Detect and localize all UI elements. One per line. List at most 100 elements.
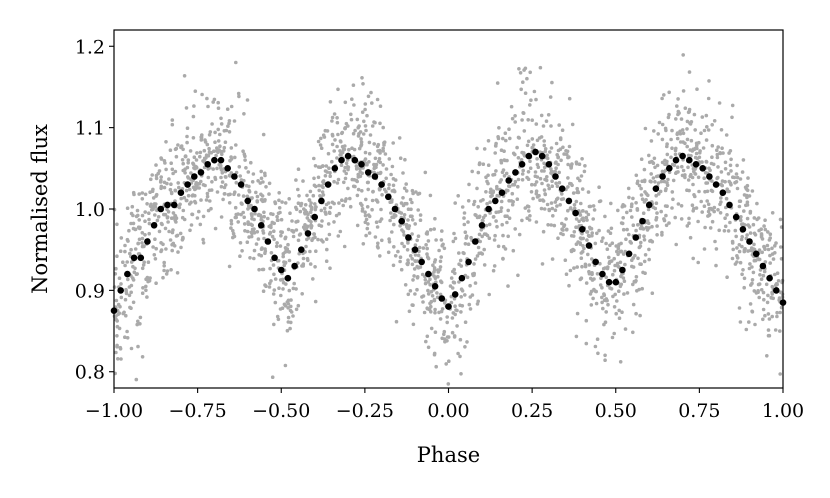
unbinned-point <box>526 177 531 181</box>
unbinned-point <box>581 218 586 223</box>
unbinned-point <box>433 310 437 315</box>
unbinned-point <box>466 220 470 224</box>
unbinned-point <box>747 194 752 198</box>
unbinned-point <box>373 235 378 239</box>
unbinned-point <box>662 93 666 97</box>
unbinned-point <box>313 164 318 168</box>
unbinned-point <box>333 138 337 142</box>
unbinned-point <box>328 205 333 210</box>
unbinned-point <box>719 196 723 200</box>
unbinned-point <box>770 252 775 256</box>
unbinned-point <box>392 245 396 249</box>
unbinned-point <box>426 288 430 293</box>
binned-point <box>532 148 539 156</box>
unbinned-point <box>264 185 268 189</box>
unbinned-point <box>330 159 334 164</box>
unbinned-point <box>272 229 276 233</box>
unbinned-point <box>660 122 665 127</box>
unbinned-point <box>705 125 709 129</box>
unbinned-point <box>737 249 742 254</box>
unbinned-point <box>302 207 306 211</box>
unbinned-point <box>374 198 379 202</box>
unbinned-point <box>500 170 505 175</box>
unbinned-point <box>709 188 714 193</box>
binned-point <box>565 197 573 205</box>
unbinned-point <box>766 333 771 338</box>
unbinned-point <box>742 285 746 290</box>
unbinned-point <box>523 206 528 210</box>
unbinned-point <box>255 200 260 204</box>
unbinned-point <box>184 198 189 203</box>
unbinned-point <box>205 142 210 147</box>
unbinned-point <box>693 172 698 176</box>
unbinned-point <box>584 215 589 220</box>
unbinned-point <box>367 160 371 164</box>
unbinned-point <box>363 107 367 112</box>
unbinned-point <box>339 163 344 167</box>
unbinned-point <box>198 154 202 159</box>
unbinned-point <box>245 240 250 244</box>
y-axis: 0.80.91.01.11.2 <box>75 36 114 384</box>
unbinned-point <box>319 208 324 213</box>
unbinned-point <box>247 184 251 189</box>
unbinned-point <box>761 317 765 322</box>
unbinned-point <box>545 175 549 179</box>
unbinned-point <box>765 243 770 248</box>
unbinned-point <box>312 232 317 236</box>
binned-point <box>632 234 640 241</box>
unbinned-point <box>453 236 458 241</box>
unbinned-point <box>690 175 695 180</box>
unbinned-point <box>740 272 744 277</box>
unbinned-point <box>368 133 373 137</box>
unbinned-point <box>117 276 122 281</box>
unbinned-point <box>619 249 623 254</box>
unbinned-point <box>735 186 740 191</box>
unbinned-point <box>123 243 127 248</box>
unbinned-point <box>576 176 580 181</box>
unbinned-point <box>553 161 558 165</box>
unbinned-point <box>643 126 648 131</box>
unbinned-point <box>349 117 354 122</box>
unbinned-point <box>185 126 190 130</box>
unbinned-point <box>257 267 261 272</box>
unbinned-point <box>357 132 361 136</box>
unbinned-point <box>252 248 257 253</box>
unbinned-point <box>332 179 336 184</box>
unbinned-point <box>161 275 165 280</box>
binned-point <box>572 209 579 217</box>
unbinned-point <box>174 154 179 159</box>
unbinned-point <box>475 254 480 258</box>
unbinned-point <box>137 237 142 242</box>
unbinned-point <box>699 199 703 204</box>
unbinned-point <box>415 238 420 243</box>
unbinned-point <box>240 202 244 206</box>
plot-frame <box>113 29 784 389</box>
unbinned-point <box>659 209 663 214</box>
binned-point <box>726 201 733 209</box>
unbinned-point <box>526 170 531 174</box>
unbinned-point <box>658 189 663 194</box>
unbinned-point <box>585 230 590 234</box>
unbinned-point <box>363 210 367 214</box>
unbinned-point <box>555 204 559 208</box>
unbinned-point <box>348 204 353 209</box>
binned-point <box>699 165 706 172</box>
unbinned-point <box>449 300 454 305</box>
unbinned-point <box>751 270 756 275</box>
unbinned-point <box>566 155 570 160</box>
unbinned-point <box>343 100 348 105</box>
unbinned-point <box>328 174 333 178</box>
unbinned-point <box>160 222 164 227</box>
unbinned-point <box>495 193 500 198</box>
unbinned-point <box>375 97 380 102</box>
unbinned-point <box>464 236 469 240</box>
unbinned-point <box>433 216 437 221</box>
unbinned-point <box>730 115 734 120</box>
unbinned-point <box>617 289 621 294</box>
unbinned-point <box>660 137 665 142</box>
unbinned-point <box>153 237 157 241</box>
unbinned-point <box>267 181 272 186</box>
unbinned-point <box>631 282 635 287</box>
unbinned-point <box>528 70 532 75</box>
unbinned-point <box>457 280 461 284</box>
